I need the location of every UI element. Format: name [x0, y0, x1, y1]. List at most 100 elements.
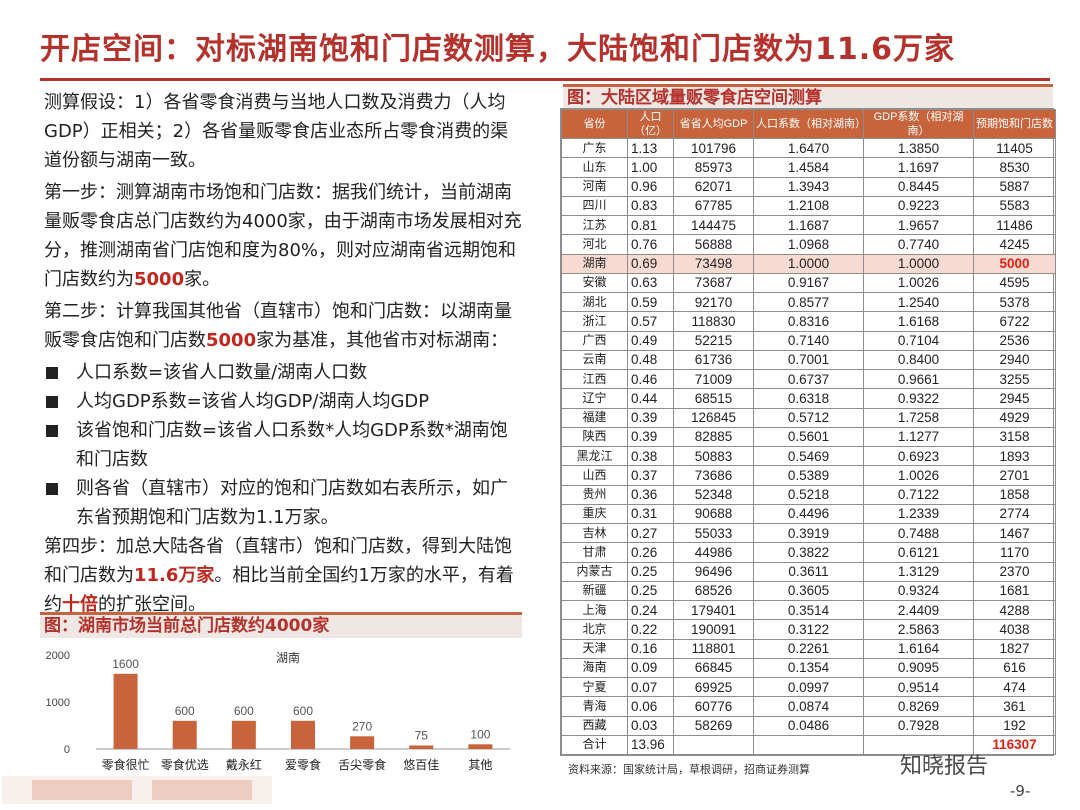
cell-population: 0.25: [627, 561, 674, 582]
bullet-square-icon: [46, 367, 58, 379]
cell-expected-stores: 11405: [973, 137, 1056, 159]
bullet-text: 则各省（直辖市）对应的饱和门店数如右表所示，如广东省预期饱和门店数为1.1万家。: [76, 478, 508, 528]
step2-suffix: 家为基准，其他省市对标湖南：: [256, 330, 509, 351]
cell-population: 1.00: [627, 157, 674, 178]
cell-province: 山东: [561, 157, 628, 178]
cell-gdp: 190091: [673, 619, 754, 640]
cell-gdp-coef: 0.9095: [863, 657, 974, 679]
cell-population: 0.49: [627, 330, 674, 351]
cell-gdp-coef: 0.7122: [863, 484, 974, 505]
table-row: 上海 0.24 179401 0.3514 2.4409 4288: [561, 599, 1056, 621]
cell-expected-stores: 3158: [973, 426, 1056, 448]
cell-pop-coef: 0.0997: [753, 676, 864, 698]
cell-gdp-coef: 0.9223: [863, 195, 974, 217]
cell-gdp: 68526: [673, 580, 754, 602]
bar: [172, 720, 197, 749]
cell-province: 浙江: [561, 311, 628, 332]
step2-text: 第二步：计算我国其他省（直辖市）饱和门店数：以湖南量贩零食店饱和门店数: [44, 301, 512, 351]
cell-pop-coef: 1.0968: [753, 234, 864, 255]
cell-pop-coef: 0.6737: [753, 368, 864, 390]
cell-province: 辽宁: [561, 388, 628, 409]
category-label: 爱零食: [285, 757, 321, 772]
cell-expected-stores: 1827: [973, 638, 1056, 659]
cell-population: 0.81: [627, 214, 674, 236]
cell-population: 0.39: [627, 426, 674, 448]
cell-pop-coef: 1.6470: [753, 137, 864, 159]
bar: [231, 720, 256, 749]
table-row: 江西 0.46 71009 0.6737 0.9661 3255: [561, 368, 1056, 390]
table-row: 西藏 0.03 58269 0.0486 0.7928 192: [561, 715, 1056, 736]
cell-province: 江西: [561, 368, 628, 390]
cell-gdp-coef: 1.2339: [863, 503, 974, 525]
cell-pop-coef: 0.0486: [753, 715, 864, 736]
cell-population: 0.38: [627, 445, 674, 467]
category-label: 舌尖零食: [338, 757, 386, 772]
cell-province: 福建: [561, 407, 628, 428]
table-row: 湖北 0.59 92170 0.8577 1.2540 5378: [561, 291, 1056, 313]
cell-expected-stores: 2536: [973, 330, 1056, 351]
step4-suffix: 的扩张空间。: [98, 594, 206, 615]
table-row: 江苏 0.81 144475 1.1687 1.9657 11486: [561, 214, 1056, 236]
cell-province: 云南: [561, 349, 628, 371]
bullet-square-icon: [46, 425, 58, 437]
cell-population: 0.48: [627, 349, 674, 371]
cell-province: 四川: [561, 195, 628, 217]
step1-text: 第一步：测算湖南市场饱和门店数：据我们统计，当前湖南量贩零食店总门店数约为400…: [44, 182, 522, 290]
step1-number: 5000: [134, 269, 185, 290]
cell-expected-stores: 474: [973, 676, 1056, 698]
cell-gdp-coef: 2.4409: [863, 599, 974, 621]
cell-gdp: 73686: [673, 465, 754, 486]
category-label: 零食很忙: [102, 757, 150, 772]
cell-province: 上海: [561, 599, 628, 621]
page-number: -9-: [1010, 782, 1031, 800]
total-cell-gdp: [673, 734, 754, 756]
bar-value-label: 600: [234, 704, 254, 718]
cell-gdp-coef: 0.7928: [863, 715, 974, 736]
table-row: 福建 0.39 126845 0.5712 1.7258 4929: [561, 407, 1056, 428]
cell-pop-coef: 1.3943: [753, 176, 864, 197]
cell-province: 广西: [561, 330, 628, 351]
cell-population: 0.16: [627, 638, 674, 659]
cell-expected-stores: 5378: [973, 291, 1056, 313]
cell-population: 0.03: [627, 715, 674, 736]
cell-population: 0.39: [627, 407, 674, 428]
table-row: 贵州 0.36 52348 0.5218 0.7122 1858: [561, 484, 1056, 505]
cell-province: 贵州: [561, 484, 628, 505]
header-pop-coef: 人口系数（相对湖南）: [753, 109, 866, 139]
chart-title: 湖南: [276, 650, 300, 665]
category-label: 零食优选: [161, 757, 209, 772]
cell-pop-coef: 0.7001: [753, 349, 864, 371]
table-header-row: 省份 人口（亿） 省省人均GDP 人口系数（相对湖南） GDP系数（相对湖南） …: [561, 109, 1056, 139]
cell-population: 0.46: [627, 368, 674, 390]
chart-bars: 1600 零食很忙 600 零食优选 600 戴永红 600 爱零食 270 舌尖零食 75 悠百佳 1…: [102, 657, 493, 772]
cell-population: 0.37: [627, 465, 674, 486]
cell-province: 河南: [561, 176, 628, 197]
cell-gdp-coef: 1.7258: [863, 407, 974, 428]
cell-pop-coef: 1.2108: [753, 195, 864, 217]
cell-pop-coef: 0.4496: [753, 503, 864, 525]
table-row: 广西 0.49 52215 0.7140 0.7104 2536: [561, 330, 1056, 351]
cell-expected-stores: 3255: [973, 368, 1056, 390]
cell-pop-coef: 0.6318: [753, 388, 864, 409]
cell-population: 0.27: [627, 522, 674, 544]
cell-gdp: 50883: [673, 445, 754, 467]
cell-pop-coef: 1.4584: [753, 157, 864, 178]
cell-pop-coef: 0.9167: [753, 272, 864, 294]
cell-pop-coef: 0.3611: [753, 561, 864, 582]
category-label: 悠百佳: [403, 757, 439, 772]
cell-gdp: 62071: [673, 176, 754, 197]
cell-expected-stores: 4245: [973, 234, 1056, 255]
bar: [409, 745, 434, 749]
cell-gdp-coef: 1.9657: [863, 214, 974, 236]
bar-value-label: 75: [415, 728, 429, 742]
bar-value-label: 600: [175, 704, 195, 718]
cell-gdp-coef: 0.6121: [863, 542, 974, 563]
cell-gdp: 66845: [673, 657, 754, 679]
cell-population: 0.63: [627, 272, 674, 294]
cell-gdp-coef: 0.9514: [863, 676, 974, 698]
bullet-square-icon: [46, 396, 58, 408]
company-logo: [2, 776, 272, 804]
table-row: 河北 0.76 56888 1.0968 0.7740 4245: [561, 234, 1056, 255]
cell-province: 江苏: [561, 214, 628, 236]
cell-gdp: 96496: [673, 561, 754, 582]
